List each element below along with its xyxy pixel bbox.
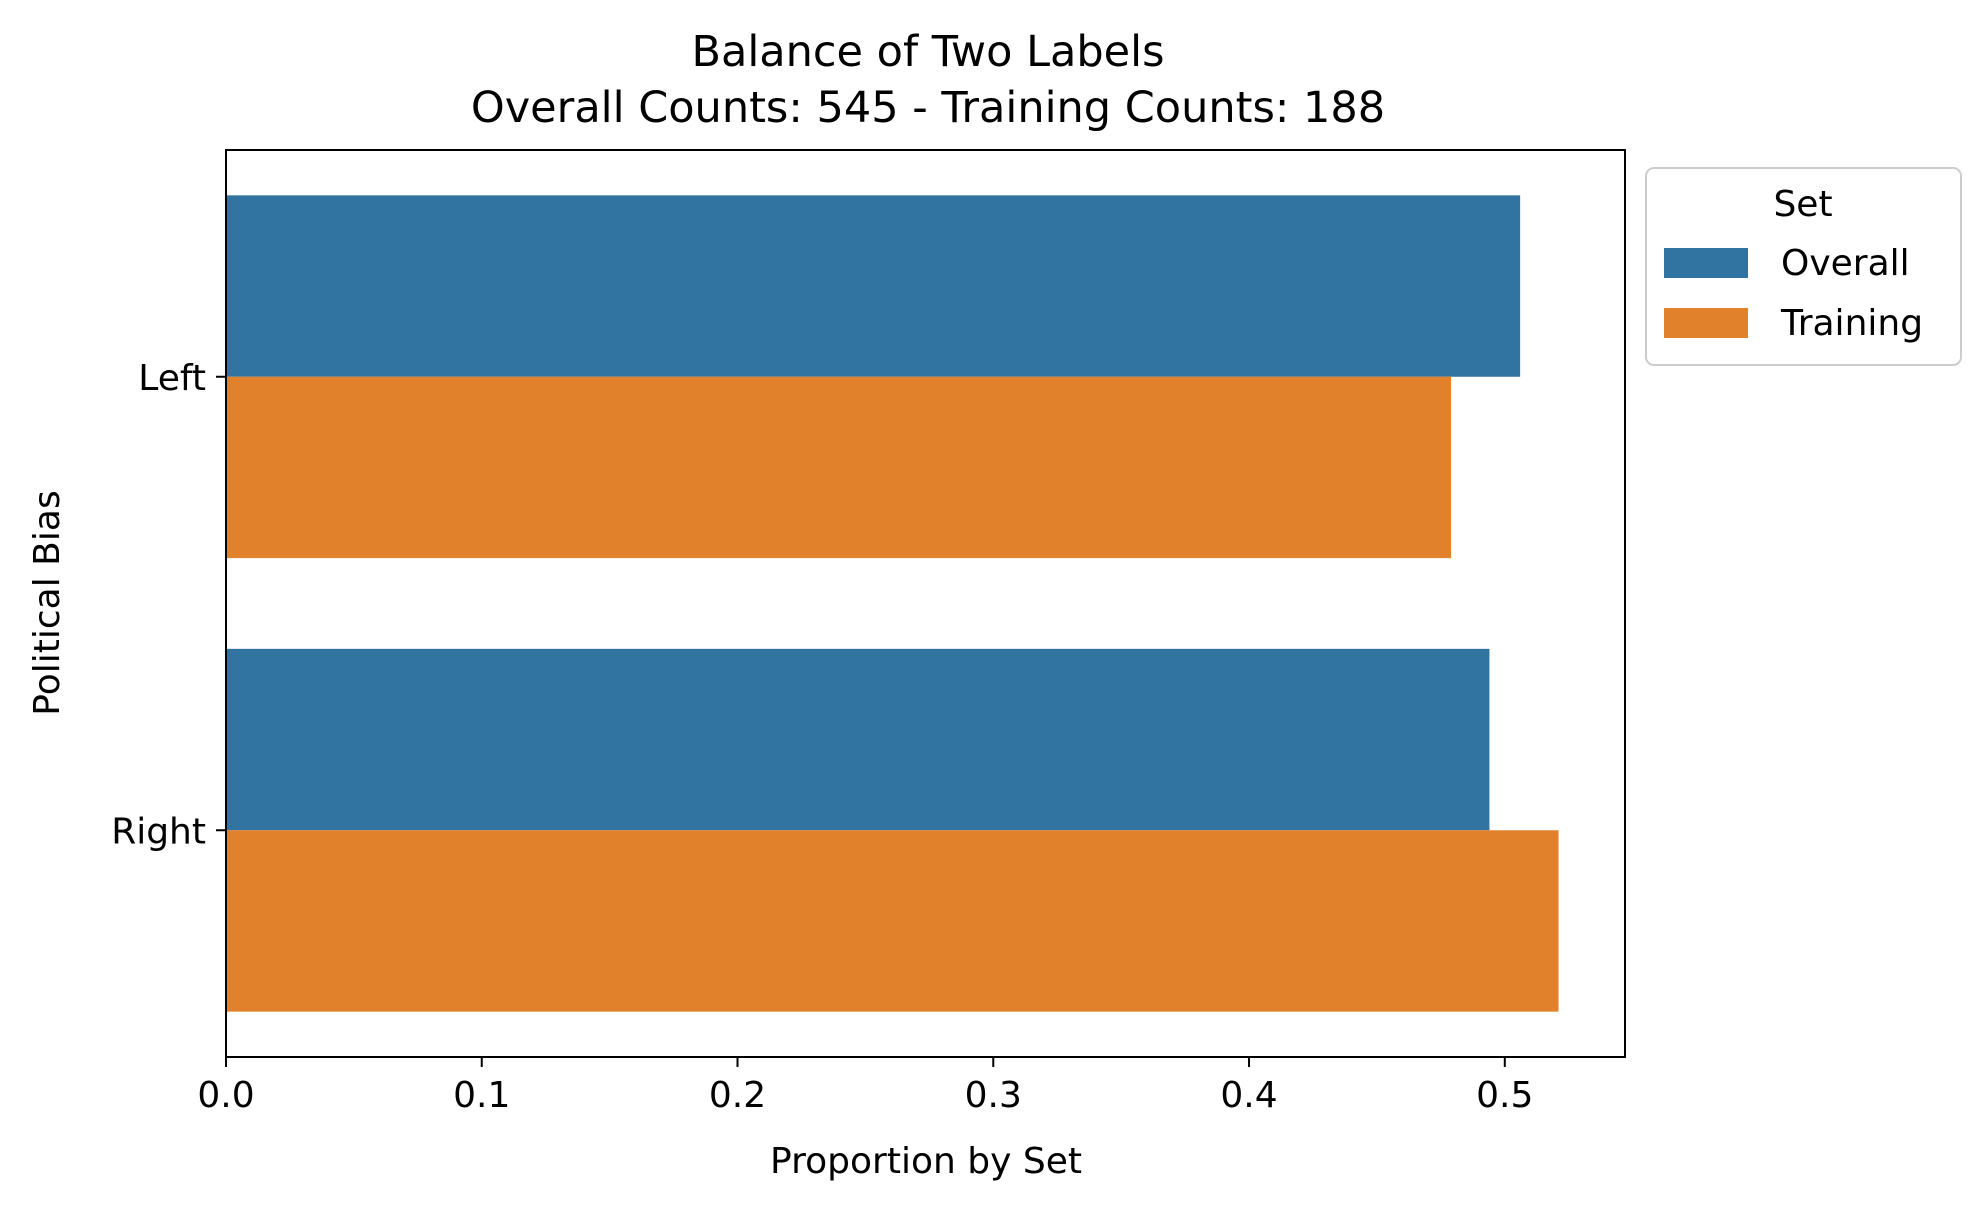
- y-axis: Left Right: [111, 358, 226, 852]
- bar-left-training: [226, 376, 1452, 559]
- plot-frame: [225, 149, 1626, 1058]
- x-tick-label: 0.2: [709, 1075, 766, 1116]
- legend-title: Set: [1773, 184, 1832, 225]
- x-tick-label: 0.0: [197, 1075, 254, 1116]
- bar-right-training: [226, 830, 1559, 1012]
- y-axis-label: Political Bias: [27, 490, 68, 715]
- x-tick-label: 0.3: [965, 1075, 1022, 1116]
- legend: Set Overall Training: [1645, 167, 1962, 366]
- x-tick-label: 0.1: [453, 1075, 510, 1116]
- x-axis: 0.0 0.1 0.2 0.3 0.4 0.5: [197, 1057, 1533, 1116]
- x-tick-label: 0.4: [1220, 1075, 1277, 1116]
- x-tick-label: 0.5: [1476, 1075, 1533, 1116]
- legend-label-overall: Overall: [1781, 243, 1910, 284]
- legend-label-training: Training: [1780, 303, 1923, 344]
- legend-swatch-overall: [1664, 248, 1748, 278]
- y-tick-label-left: Left: [138, 358, 206, 399]
- bar-right-overall: [226, 648, 1490, 831]
- legend-swatch-training: [1664, 308, 1748, 338]
- bar-left-overall: [226, 195, 1521, 377]
- chart-subtitle: Overall Counts: 545 - Training Counts: 1…: [471, 83, 1385, 133]
- chart-title: Balance of Two Labels: [692, 27, 1165, 77]
- legend-items: Overall Training: [1664, 243, 1923, 344]
- y-tick-label-right: Right: [111, 811, 206, 852]
- x-axis-label: Proportion by Set: [770, 1141, 1082, 1182]
- bars-group: [226, 195, 1559, 1012]
